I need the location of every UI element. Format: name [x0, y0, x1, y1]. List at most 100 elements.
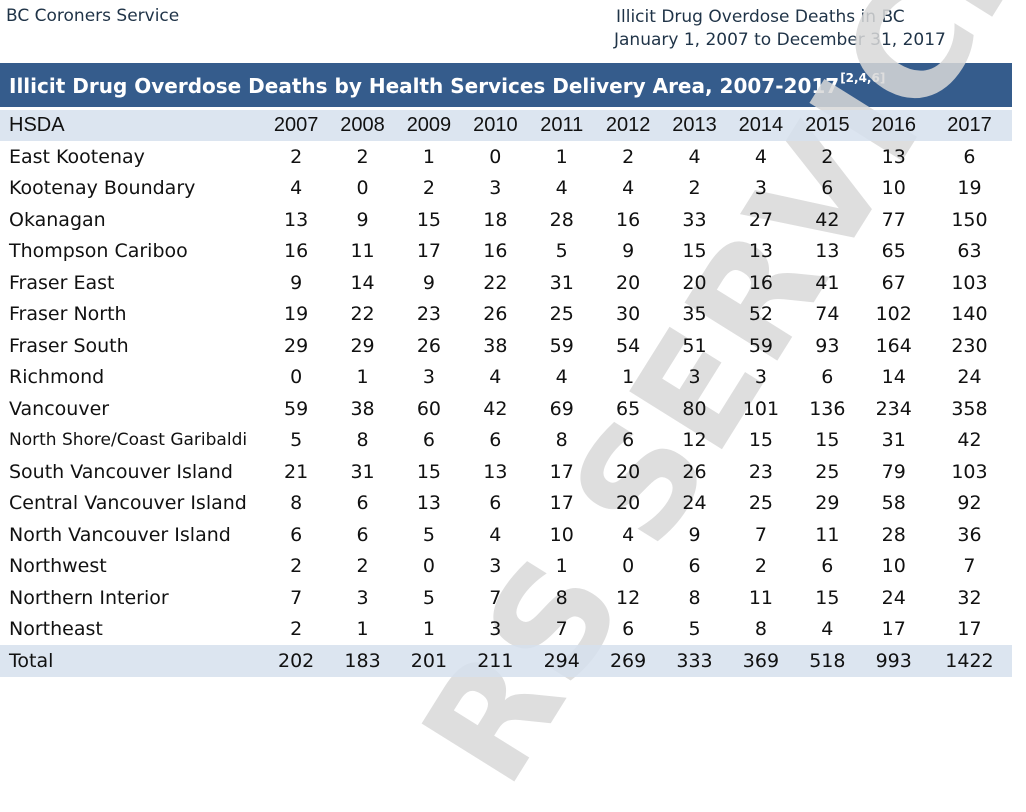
- report-title-line1: Illicit Drug Overdose Deaths in BC: [616, 7, 905, 27]
- death-count-cell: 12: [616, 586, 641, 609]
- death-count-cell: 15: [416, 208, 442, 231]
- death-count-cell: 14: [881, 366, 906, 389]
- death-count-cell: 6: [821, 555, 834, 578]
- death-count-cell: 38: [483, 334, 508, 357]
- death-count-cell: 6: [622, 429, 635, 452]
- table-row: Thompson Cariboo 16 11 17 16 5 9 15 13 13 65 63: [0, 236, 1012, 268]
- death-count-cell: 21: [284, 460, 309, 483]
- death-count-cell: 19: [957, 177, 982, 200]
- death-count-cell: 3: [489, 618, 502, 641]
- death-count-cell: 3: [688, 366, 701, 389]
- hsda-name: South Vancouver Island: [9, 460, 233, 483]
- death-count-cell: 10: [881, 555, 906, 578]
- death-count-cell: 20: [616, 460, 641, 483]
- death-count-cell: 5: [555, 240, 568, 263]
- death-count-cell: 4: [622, 177, 635, 200]
- total-cell: 369: [742, 649, 780, 672]
- death-count-cell: 8: [688, 586, 701, 609]
- table-row: Fraser East 9 14 9 22 31 20 20 16 41 67 103: [0, 267, 1012, 299]
- death-count-cell: 36: [957, 523, 982, 546]
- death-count-cell: 3: [356, 586, 369, 609]
- column-header-year: 2009: [406, 114, 452, 136]
- death-count-cell: 9: [422, 271, 435, 294]
- death-count-cell: 6: [356, 523, 369, 546]
- death-count-cell: 8: [290, 492, 303, 515]
- death-count-cell: 6: [489, 429, 502, 452]
- hsda-name: Northwest: [9, 555, 107, 578]
- total-cell: 294: [543, 649, 580, 672]
- death-count-cell: 15: [682, 240, 707, 263]
- total-cell: 518: [809, 649, 846, 672]
- table-row: Kootenay Boundary 4 0 2 3 4 4 2 3 6 10 19: [0, 173, 1012, 205]
- death-count-cell: 4: [489, 366, 502, 389]
- death-count-cell: 16: [616, 208, 641, 231]
- column-header-year: 2011: [540, 114, 584, 136]
- death-count-cell: 2: [821, 145, 834, 168]
- death-count-cell: 2: [688, 177, 701, 200]
- death-count-cell: 26: [483, 303, 508, 326]
- death-count-cell: 1: [356, 618, 369, 641]
- death-count-cell: 33: [682, 208, 707, 231]
- death-count-cell: 42: [483, 397, 508, 420]
- death-count-cell: 59: [284, 397, 309, 420]
- hsda-name: North Shore/Coast Garibaldi: [9, 430, 248, 451]
- death-count-cell: 4: [555, 366, 568, 389]
- death-count-cell: 59: [748, 334, 774, 357]
- hsda-name: Fraser South: [9, 334, 129, 357]
- hsda-name: Fraser East: [9, 271, 115, 294]
- death-count-cell: 63: [957, 240, 982, 263]
- hsda-name: Okanagan: [9, 208, 106, 231]
- death-count-cell: 32: [957, 586, 982, 609]
- death-count-cell: 2: [356, 145, 369, 168]
- death-count-cell: 2: [422, 177, 435, 200]
- death-count-cell: 102: [875, 303, 912, 326]
- death-count-cell: 1: [555, 145, 568, 168]
- death-count-cell: 13: [284, 208, 309, 231]
- death-count-cell: 42: [957, 429, 982, 452]
- death-count-cell: 31: [881, 429, 906, 452]
- death-count-cell: 17: [549, 460, 574, 483]
- death-count-cell: 1: [356, 366, 369, 389]
- hsda-name: Northern Interior: [9, 586, 169, 609]
- death-count-cell: 13: [416, 492, 442, 515]
- death-count-cell: 67: [881, 271, 906, 294]
- death-count-cell: 26: [416, 334, 442, 357]
- death-count-cell: 103: [951, 271, 988, 294]
- column-header-year: 2015: [805, 114, 850, 136]
- total-cell: 993: [875, 649, 912, 672]
- death-count-cell: 41: [815, 271, 840, 294]
- death-count-cell: 140: [951, 303, 988, 326]
- death-count-cell: 17: [881, 618, 906, 641]
- death-count-cell: 15: [815, 586, 840, 609]
- death-count-cell: 2: [754, 555, 767, 578]
- death-count-cell: 54: [616, 334, 641, 357]
- table-row: North Vancouver Island 6 6 5 4 10 4 9 7 11 28 36: [0, 519, 1012, 551]
- death-count-cell: 20: [682, 271, 707, 294]
- death-count-cell: 4: [555, 177, 568, 200]
- death-count-cell: 60: [416, 397, 442, 420]
- death-count-cell: 8: [555, 429, 568, 452]
- total-cell: 269: [609, 649, 647, 672]
- table-row: Vancouver 59 38 60 42 69 65 80 101 136 234 358: [0, 393, 1012, 425]
- hsda-name: Kootenay Boundary: [9, 177, 196, 200]
- organization-name: BC Coroners Service: [6, 6, 180, 26]
- death-count-cell: 25: [815, 460, 840, 483]
- death-count-cell: 18: [483, 208, 508, 231]
- death-count-cell: 30: [616, 303, 641, 326]
- death-count-cell: 6: [821, 177, 834, 200]
- death-count-cell: 13: [815, 240, 840, 263]
- table-row: Northeast 2 1 1 3 7 6 5 8 4 17 17: [0, 614, 1012, 646]
- death-count-cell: 24: [957, 366, 982, 389]
- table-row: Richmond 0 1 3 4 4 1 3 3 6 14 24: [0, 362, 1012, 394]
- death-count-cell: 13: [748, 240, 774, 263]
- death-count-cell: 6: [422, 429, 435, 452]
- death-count-cell: 17: [416, 240, 442, 263]
- death-count-cell: 35: [682, 303, 707, 326]
- death-count-cell: 24: [881, 586, 906, 609]
- death-count-cell: 59: [549, 334, 574, 357]
- death-count-cell: 7: [963, 555, 976, 578]
- death-count-cell: 10: [881, 177, 906, 200]
- death-count-cell: 77: [881, 208, 906, 231]
- table-row: Northern Interior 7 3 5 7 8 12 8 11 15 24 32: [0, 582, 1012, 614]
- death-count-cell: 11: [815, 523, 840, 546]
